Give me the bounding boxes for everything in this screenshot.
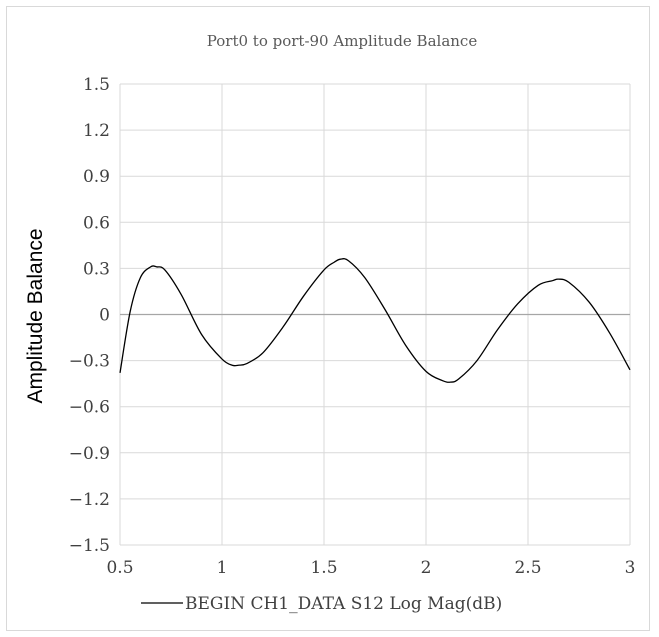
y-tick-label: 0 [99,306,110,326]
x-tick-label: 2.5 [514,558,541,578]
series-line [119,258,631,383]
grid-layer [119,83,631,546]
x-tick-label: 1.5 [310,558,337,578]
chart-frame [6,6,650,631]
legend-label: BEGIN CH1_DATA S12 Log Mag(dB) [185,594,502,614]
y-tick-label: −1.5 [69,536,110,556]
y-tick-label: −0.3 [69,352,110,372]
x-tick-label: 3 [625,558,636,578]
y-tick-label: −0.6 [69,398,110,418]
x-tick-label: 2 [421,558,432,578]
y-tick-label: 0.3 [83,259,110,279]
x-tick-label: 0.5 [106,558,133,578]
y-tick-label: 1.2 [83,121,110,141]
y-axis-label: Amplitude Balance [24,228,47,403]
y-tick-label: 0.9 [83,167,110,187]
legend: BEGIN CH1_DATA S12 Log Mag(dB) [141,594,502,614]
y-tick-label: −1.2 [69,490,110,510]
y-tick-label: −0.9 [69,444,110,464]
tick-label-layer: 1.5 1.2 0.9 0.6 0.3 0 −0.3 −0.6 −0.9 −1.2 −1.50.5 1… [69,75,636,578]
chart-title: Port0 to port-90 Amplitude Balance [207,32,478,50]
x-tick-label: 1 [217,558,228,578]
y-tick-label: 0.6 [83,213,110,233]
y-tick-label: 1.5 [83,75,110,95]
series-layer [119,258,631,383]
